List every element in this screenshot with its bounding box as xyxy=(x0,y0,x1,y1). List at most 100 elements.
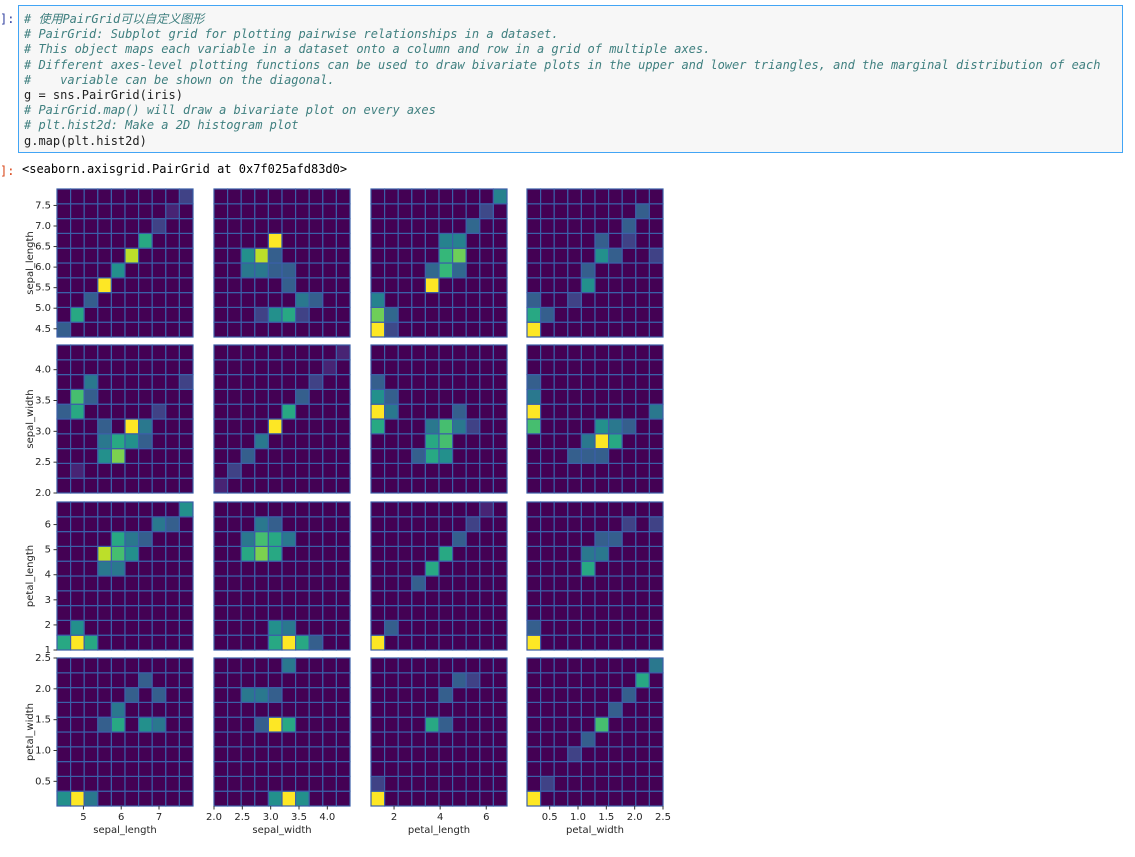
hist2d-cell xyxy=(254,247,270,264)
y-tick-label: 3.0 xyxy=(35,426,51,437)
hist2d-cell xyxy=(281,746,297,763)
hist2d-cell xyxy=(254,359,270,376)
hist2d-cell xyxy=(56,277,72,294)
hist2d-cell xyxy=(424,418,440,435)
hist2d-cell xyxy=(648,217,664,234)
hist2d-cell xyxy=(580,344,596,361)
hist2d-cell xyxy=(553,746,569,763)
hist2d-cell xyxy=(267,605,283,622)
hist2d-cell xyxy=(254,188,270,205)
hist2d-cell xyxy=(213,291,229,308)
hist2d-cell xyxy=(254,619,270,636)
hist2d-cell xyxy=(539,716,555,733)
hist2d-cell xyxy=(295,277,310,294)
hist2d-cell xyxy=(227,448,242,465)
hist2d-cell xyxy=(553,462,569,479)
hist2d-cell xyxy=(178,262,194,279)
hist2d-cell xyxy=(227,575,242,592)
hist2d-cell xyxy=(267,619,283,636)
hist2d-cell xyxy=(124,388,140,405)
hist2d-cell xyxy=(138,605,153,622)
hist2d-cell xyxy=(648,634,664,651)
hist2d-cell xyxy=(397,418,413,435)
hist2d-cell xyxy=(580,247,596,264)
hist2d-cell xyxy=(295,291,310,308)
hist2d-cell xyxy=(553,634,569,651)
hist2d-cell xyxy=(567,634,582,651)
hist2d-cell xyxy=(165,247,181,264)
hist2d-cell xyxy=(384,203,399,220)
hist2d-cell xyxy=(594,291,610,308)
hist2d-cell xyxy=(621,262,637,279)
hist2d-cell xyxy=(539,359,555,376)
hist2d-cell xyxy=(295,531,310,548)
hist2d-cell xyxy=(83,687,99,704)
y-tick-label: 5 xyxy=(45,545,51,556)
hist2d-cell xyxy=(213,531,229,548)
hist2d-cell xyxy=(335,217,351,234)
hist2d-cell xyxy=(411,291,426,308)
hist2d-cell xyxy=(384,306,399,323)
hist2d-cell xyxy=(580,657,596,674)
hist2d-cell xyxy=(384,545,399,562)
hist2d-cell xyxy=(165,374,181,391)
hist2d-cell xyxy=(138,188,153,205)
hist2d-cell xyxy=(69,306,85,323)
hist2d-cell xyxy=(452,203,467,220)
hist2d-cell xyxy=(295,560,310,577)
hist2d-cell xyxy=(452,291,467,308)
hist2d-cell xyxy=(267,188,283,205)
hist2d-cell xyxy=(110,634,126,651)
hist2d-cell xyxy=(397,403,413,420)
hist2d-cell xyxy=(281,775,297,792)
hist2d-cell xyxy=(110,247,126,264)
hist2d-cell xyxy=(322,462,337,479)
hist2d-cell xyxy=(165,560,181,577)
hist2d-cell xyxy=(124,590,140,607)
hist2d-cell xyxy=(370,388,386,405)
hist2d-cell xyxy=(322,590,337,607)
hist2d-cell xyxy=(438,516,454,533)
hist2d-cell xyxy=(621,746,637,763)
hist2d-cell xyxy=(69,321,85,338)
hist2d-cell xyxy=(607,501,623,518)
hist2d-cell xyxy=(281,462,297,479)
hist2d-cell xyxy=(254,634,270,651)
hist2d-cell xyxy=(465,477,481,494)
hist2d-cell xyxy=(308,232,324,249)
hist2d-cell xyxy=(635,262,650,279)
hist2d-cell xyxy=(594,531,610,548)
hist2d-cell xyxy=(648,247,664,264)
y-tick-label: 2.5 xyxy=(35,457,51,468)
hist2d-cell xyxy=(635,291,650,308)
hist2d-cell xyxy=(151,545,167,562)
hist2d-cell xyxy=(151,188,167,205)
hist2d-cell xyxy=(635,716,650,733)
hist2d-cell xyxy=(567,605,582,622)
hist2d-cell xyxy=(254,731,270,748)
hist2d-cell xyxy=(124,575,140,592)
hist2d-cell xyxy=(384,657,399,674)
hist2d-cell xyxy=(635,687,650,704)
hist2d-cell xyxy=(397,531,413,548)
hist2d-cell xyxy=(594,247,610,264)
hist2d-cell xyxy=(438,277,454,294)
hist2d-cell xyxy=(138,388,153,405)
code-cell[interactable]: # 使用PairGrid可以自定义图形 # PairGrid: Subplot g… xyxy=(18,5,1123,153)
hist2d-cell xyxy=(424,605,440,622)
hist2d-cell xyxy=(295,575,310,592)
hist2d-cell xyxy=(607,760,623,777)
hist2d-cell xyxy=(479,731,494,748)
hist2d-cell xyxy=(69,188,85,205)
hist2d-cell xyxy=(553,344,569,361)
hist2d-cell xyxy=(240,545,256,562)
hist2d-cell xyxy=(83,701,99,718)
hist2d-cell xyxy=(69,477,85,494)
hist2d-cell xyxy=(492,374,508,391)
hist2d-cell xyxy=(370,374,386,391)
hist2d-cell xyxy=(607,634,623,651)
hist2d-cell xyxy=(322,760,337,777)
hist2d-cell xyxy=(138,545,153,562)
hist2d-cell xyxy=(254,462,270,479)
hist2d-cell xyxy=(267,501,283,518)
